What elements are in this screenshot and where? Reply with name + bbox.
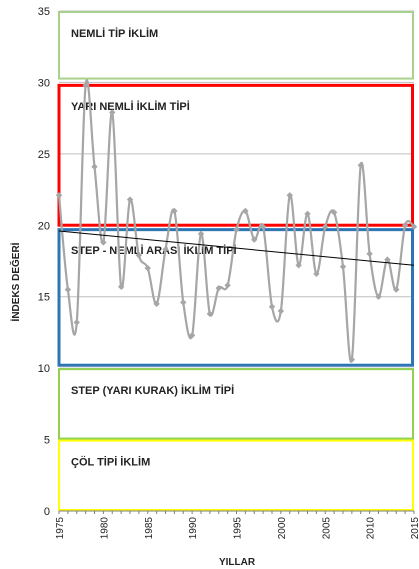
- data-point: [215, 284, 222, 292]
- data-point: [180, 299, 187, 306]
- zone-box: [58, 11, 414, 80]
- data-point: [384, 256, 391, 263]
- data-point: [233, 226, 240, 233]
- data-point: [268, 303, 276, 310]
- y-tick-label: 15: [38, 292, 50, 304]
- x-tick-label: 1985: [144, 517, 155, 540]
- data-point: [410, 223, 418, 230]
- series-line: [57, 79, 415, 363]
- data-point: [251, 236, 258, 243]
- data-point: [393, 286, 400, 293]
- y-tick-label: 35: [38, 6, 50, 18]
- data-point: [162, 246, 169, 253]
- zone-label: NEMLİ TİP İKLİM: [71, 27, 158, 40]
- data-point: [100, 239, 107, 246]
- data-point: [144, 264, 151, 272]
- data-point: [126, 196, 134, 203]
- y-tick-label: 25: [38, 149, 50, 161]
- data-point: [348, 356, 356, 363]
- zone-box: [58, 368, 414, 440]
- y-tick-label: 10: [38, 363, 50, 375]
- zone-box: [58, 439, 414, 512]
- data-point: [330, 209, 338, 216]
- data-point: [224, 282, 231, 289]
- zone-label: YARI NEMLİ İKLİM TİPİ: [71, 100, 190, 113]
- x-tick-label: 1980: [99, 517, 110, 540]
- y-tick-label: 20: [38, 220, 50, 232]
- data-point: [277, 307, 285, 315]
- y-tick-label: 0: [44, 506, 50, 518]
- data-point: [401, 222, 409, 229]
- x-tick-label: 1995: [233, 517, 244, 540]
- zone-label: ÇÖL TİPİ İKLİM: [71, 456, 150, 469]
- zone-box: [57, 83, 414, 227]
- data-point: [259, 223, 267, 230]
- y-tick-label: 5: [44, 435, 50, 447]
- data-point: [188, 332, 196, 339]
- x-tick-label: 1975: [55, 517, 66, 540]
- data-point: [206, 310, 214, 318]
- x-axis-title: YILLAR: [219, 557, 256, 568]
- x-tick-label: 2010: [366, 517, 377, 540]
- series-layer: [55, 79, 418, 363]
- x-tick-label: 2000: [277, 517, 288, 540]
- x-tick-label: 2015: [410, 517, 419, 540]
- data-point: [242, 207, 249, 215]
- data-point: [153, 300, 160, 308]
- data-point: [64, 286, 72, 293]
- data-point: [366, 250, 373, 258]
- data-point: [135, 252, 143, 259]
- axes: 0 5 10 15 20 25 30 35 1975 1980 1985 1990 1995 2000 20…: [38, 6, 419, 539]
- data-point: [55, 192, 63, 199]
- data-point: [82, 82, 89, 89]
- data-point: [117, 283, 125, 290]
- data-point: [322, 223, 329, 230]
- data-point: [313, 270, 320, 278]
- x-tick-label: 1990: [188, 517, 199, 540]
- zone-label: STEP - NEMLİ ARASI İKLİM TİPİ: [71, 244, 237, 257]
- data-point: [295, 262, 302, 269]
- x-tick-label: 2005: [321, 517, 332, 540]
- y-axis-title: İNDEKS DEĞERİ: [9, 242, 22, 321]
- data-point: [375, 293, 382, 300]
- data-point: [91, 163, 98, 170]
- data-point: [357, 162, 364, 169]
- data-point: [171, 207, 178, 215]
- data-point: [304, 210, 311, 218]
- climate-zones: NEMLİ TİP İKLİM YARI NEMLİ İKLİM TİPİ STEP…: [57, 11, 414, 512]
- y-tick-label: 30: [38, 77, 50, 89]
- data-point: [286, 192, 293, 199]
- data-point: [73, 319, 80, 326]
- data-point: [197, 230, 205, 238]
- trendline: [58, 230, 415, 266]
- data-point: [109, 109, 116, 116]
- data-point: [339, 263, 347, 270]
- zone-label: STEP (YARI KURAK) İKLİM TİPİ: [71, 384, 234, 397]
